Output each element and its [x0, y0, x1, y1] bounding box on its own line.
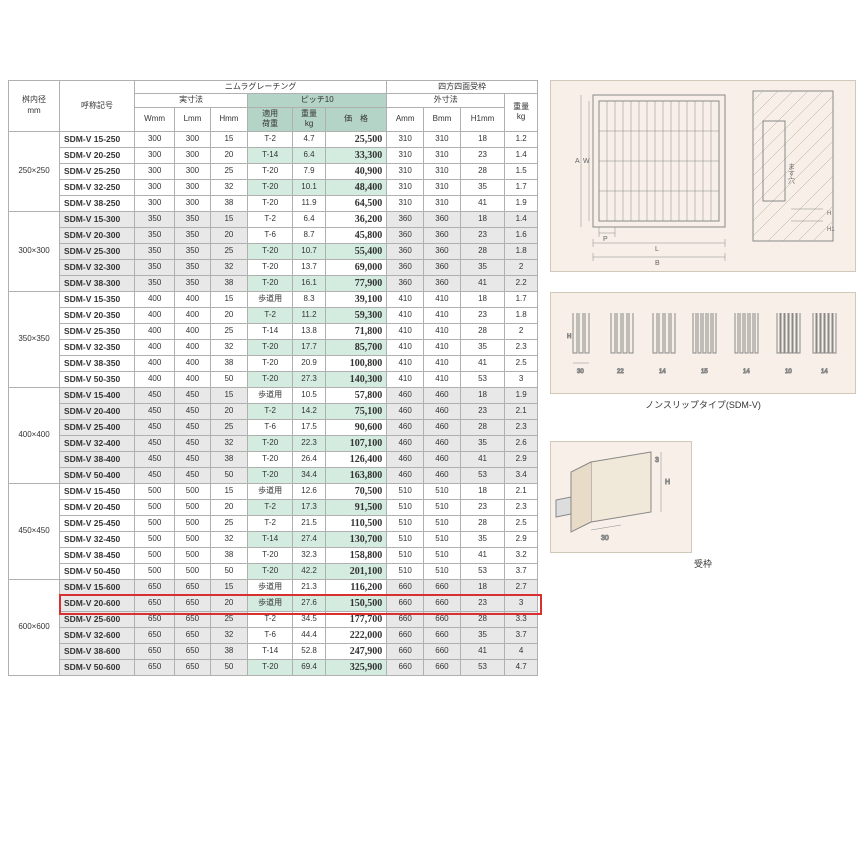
spec-table-container: 桝内径mm 呼称記号 ニムラグレーチング 四方四面受枠 実寸法 ピッチ10 外寸…: [8, 80, 538, 864]
svg-text:H: H: [567, 334, 571, 340]
svg-text:30: 30: [577, 369, 584, 375]
svg-text:22: 22: [617, 369, 624, 375]
svg-text:H: H: [827, 211, 831, 217]
svg-text:15: 15: [701, 369, 708, 375]
frame-caption: 受枠: [550, 557, 856, 570]
frame-diagram: H 30 3: [550, 441, 692, 553]
section-caption: ノンスリップタイプ(SDM-V): [550, 398, 856, 411]
svg-text:14: 14: [821, 369, 828, 375]
svg-text:30: 30: [601, 535, 609, 542]
svg-text:H: H: [665, 479, 670, 486]
svg-text:W: W: [583, 158, 590, 165]
svg-text:B: B: [655, 260, 660, 267]
svg-text:H1: H1: [827, 227, 835, 233]
svg-text:ます穴: ます穴: [788, 163, 796, 185]
svg-text:L: L: [655, 246, 659, 253]
section-diagram: 30 H 22 14 15 14 10 14: [550, 292, 856, 394]
svg-text:P: P: [603, 236, 608, 243]
spec-table: 桝内径mm 呼称記号 ニムラグレーチング 四方四面受枠 実寸法 ピッチ10 外寸…: [8, 80, 538, 676]
plan-diagram: P L B A W ます穴 H H1: [550, 80, 856, 272]
svg-text:14: 14: [659, 369, 666, 375]
svg-text:10: 10: [785, 369, 792, 375]
svg-text:3: 3: [655, 457, 659, 464]
svg-text:14: 14: [743, 369, 750, 375]
svg-text:A: A: [575, 158, 580, 165]
